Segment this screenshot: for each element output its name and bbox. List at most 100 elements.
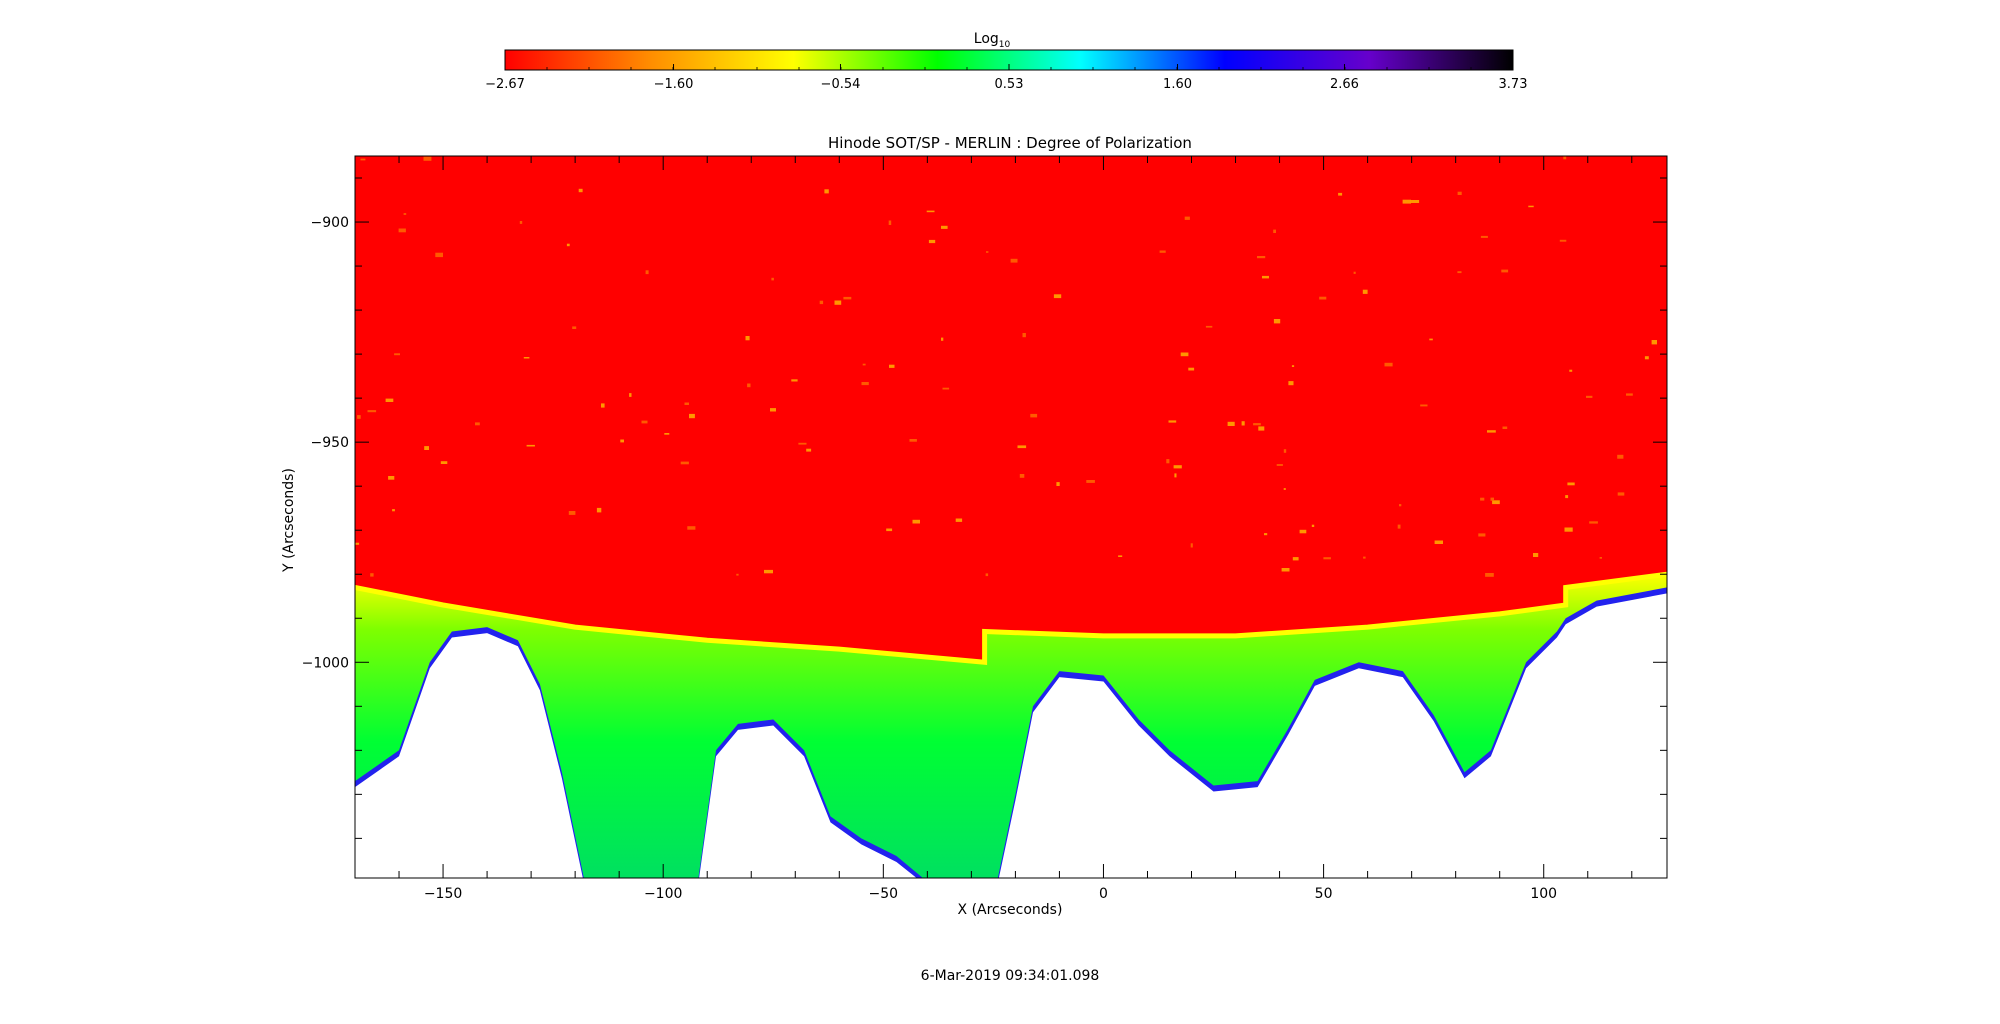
speckle [1264, 533, 1268, 536]
speckle [985, 573, 989, 577]
speckle [1565, 495, 1569, 499]
speckle [370, 573, 374, 577]
speckle [986, 251, 989, 253]
y-axis-label: Y (Arcseconds) [281, 468, 297, 573]
speckle [745, 336, 750, 341]
y-tick-label: −900 [311, 215, 349, 231]
plot-area [355, 156, 1667, 878]
speckle [1166, 459, 1170, 464]
speckle [1174, 473, 1177, 478]
speckle [572, 326, 577, 329]
x-axis: −150 −100 −50 0 50 100 [354, 156, 1633, 902]
speckle [791, 379, 798, 382]
speckle [1559, 239, 1567, 242]
speckle [1241, 421, 1245, 426]
speckle [862, 363, 866, 366]
x-tick-label: −50 [869, 886, 899, 902]
speckle [912, 519, 920, 524]
speckle [440, 461, 448, 464]
speckle [1086, 480, 1095, 483]
y-tick-label: −950 [311, 435, 349, 451]
speckle [1168, 420, 1177, 423]
timestamp-annotation: 6-Mar-2019 09:34:01.098 [921, 968, 1100, 984]
speckle [367, 410, 377, 413]
speckle [1017, 445, 1027, 449]
speckle [1273, 319, 1281, 324]
speckle [1363, 556, 1366, 559]
speckle [1188, 367, 1195, 371]
speckle [1030, 413, 1038, 418]
colorbar-tick-label: 3.73 [1499, 77, 1528, 92]
speckle [1022, 333, 1026, 338]
x-tick-label: −150 [424, 886, 462, 902]
limb-boundary-line [355, 571, 1667, 666]
speckle [771, 277, 774, 281]
speckle [1651, 340, 1657, 345]
speckle [388, 476, 395, 480]
speckle [1118, 555, 1123, 557]
speckle [1258, 426, 1265, 431]
x-tick-label: 100 [1530, 886, 1557, 902]
speckle [523, 357, 530, 359]
speckle [1434, 540, 1443, 544]
speckle [1159, 250, 1166, 253]
speckle [1457, 271, 1462, 274]
speckle [1253, 423, 1261, 426]
speckle [1626, 393, 1633, 396]
speckle [394, 353, 400, 356]
colorbar-tick-label: −2.67 [485, 77, 525, 92]
on-disk-region [355, 156, 1667, 663]
speckle [888, 220, 892, 225]
speckle [1362, 289, 1368, 294]
speckle [1019, 474, 1025, 478]
speckle [1283, 488, 1286, 490]
polarization-speckles [355, 156, 1657, 577]
speckle [1180, 352, 1189, 357]
speckle [385, 398, 394, 402]
speckle [424, 446, 429, 450]
speckle [629, 393, 632, 397]
speckle [1501, 269, 1509, 273]
speckle [764, 569, 773, 574]
speckle [1291, 365, 1295, 367]
speckle [1402, 199, 1411, 204]
speckle [1053, 294, 1062, 299]
x-tick-label: −100 [644, 886, 682, 902]
speckle [578, 188, 583, 193]
speckle [1190, 543, 1193, 548]
speckle [423, 156, 432, 161]
speckle [770, 408, 776, 412]
speckle [1227, 421, 1235, 426]
speckle [1485, 573, 1494, 577]
speckle [1010, 258, 1018, 263]
colorbar-tick-label: 1.60 [1163, 77, 1192, 92]
colorbar-label-sub: 10 [999, 40, 1011, 50]
speckle [1564, 527, 1573, 532]
colorbar: Log10 −2.67 −1.60 −0.54 0.53 1.60 2.66 3.73 [485, 31, 1527, 92]
plot-frame [354, 155, 1668, 879]
speckle [475, 422, 480, 426]
speckle [941, 337, 944, 341]
speckle [355, 542, 360, 545]
speckle [1487, 430, 1496, 433]
speckle [1276, 464, 1283, 466]
speckle [928, 239, 936, 244]
speckle [1533, 553, 1539, 557]
speckle [596, 507, 602, 513]
speckle [689, 413, 695, 419]
speckle [566, 243, 570, 247]
speckle [1480, 497, 1485, 501]
speckle [1384, 362, 1393, 367]
speckle [926, 210, 935, 213]
speckle [798, 442, 807, 445]
speckle [680, 461, 689, 465]
speckle [645, 270, 649, 275]
speckle [1338, 192, 1343, 196]
speckle [1262, 275, 1269, 279]
speckle [392, 509, 395, 512]
speckle [1644, 356, 1649, 360]
speckle [641, 420, 648, 424]
speckle [1617, 454, 1624, 459]
speckle [806, 448, 812, 452]
colorbar-tick-label: 0.53 [995, 77, 1024, 92]
